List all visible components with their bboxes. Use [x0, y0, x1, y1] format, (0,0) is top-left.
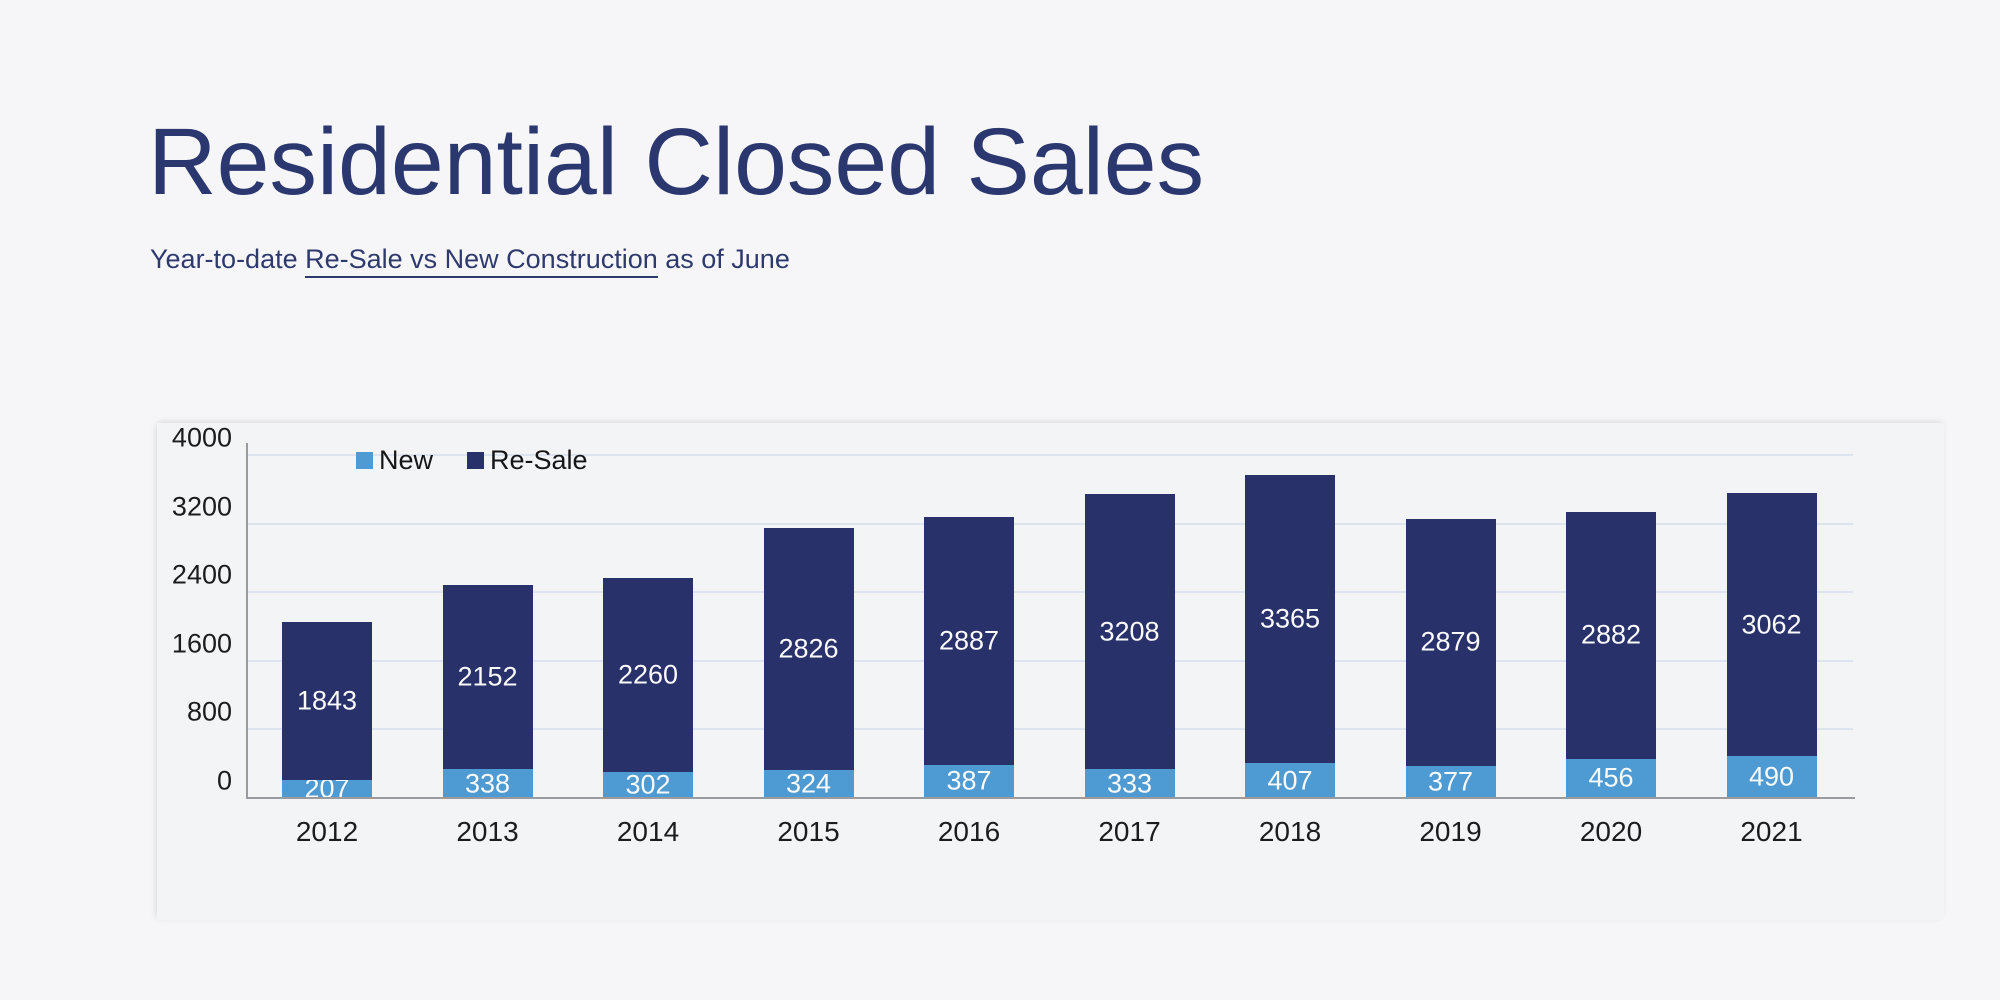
x-tick-label-2015: 2015: [777, 816, 840, 847]
legend-label-new: New: [379, 445, 434, 475]
bar-segment-re-sale-2019: 2879: [1405, 518, 1496, 766]
legend-label-re-sale: Re-Sale: [490, 445, 588, 475]
plot-area: 207 1843 338 2152 302 2260 324 2826 387 2887 333 32…: [247, 454, 1853, 804]
x-axis-line: [246, 797, 1855, 799]
bar-segment-new-2015: 324: [763, 768, 854, 799]
value-label-re-sale-2012: 1843: [296, 685, 358, 716]
legend-swatch-new: [356, 452, 373, 469]
value-label-new-2019: 377: [1427, 766, 1474, 797]
value-label-re-sale-2020: 2882: [1580, 619, 1642, 650]
y-tick-label-4000: 4000: [171, 422, 232, 453]
value-label-new-2015: 324: [785, 768, 832, 799]
subtitle-underlined-link[interactable]: Re-Sale vs New Construction: [305, 244, 658, 278]
x-tick-label-2012: 2012: [295, 816, 359, 847]
value-label-re-sale-2015: 2826: [778, 633, 839, 664]
y-tick-label-0: 0: [216, 765, 232, 796]
x-tick-label-2021: 2021: [1740, 816, 1803, 847]
value-label-new-2016: 387: [946, 765, 992, 796]
bar-2019: 377 2879: [1405, 455, 1496, 798]
gridline-3200: [247, 522, 1853, 525]
x-axis-category-labels: 2012 2013 2014 2015 2016 2017 2018 2019 2020 2021: [247, 816, 1853, 856]
y-tick-label-1600: 1600: [171, 628, 232, 659]
bar-segment-new-2019: 377: [1405, 765, 1496, 798]
value-label-re-sale-2017: 3208: [1099, 616, 1160, 647]
value-label-new-2013: 338: [464, 768, 511, 799]
x-tick-label-2013: 2013: [456, 816, 519, 847]
page-title: Residential Closed Sales: [148, 109, 1205, 215]
bar-2016: 387 2887: [924, 455, 1014, 798]
bar-2021: 490 3062: [1726, 455, 1817, 798]
x-tick-label-2018: 2018: [1258, 816, 1322, 847]
page-subtitle: Year-to-date Re-Sale vs New Construction…: [150, 244, 790, 278]
bar-2015: 324 2826: [763, 455, 854, 799]
bar-segment-re-sale-2013: 2152: [442, 584, 533, 770]
gridline-800: [247, 728, 1853, 731]
value-label-new-2017: 333: [1106, 768, 1153, 799]
x-tick-label-2016: 2016: [937, 816, 1001, 847]
bar-segment-new-2012: 207: [282, 774, 372, 804]
bar-segment-new-2013: 338: [442, 768, 533, 799]
value-label-new-2014: 302: [625, 769, 671, 800]
value-label-new-2018: 407: [1267, 765, 1313, 796]
value-label-re-sale-2014: 2260: [617, 659, 679, 690]
y-tick-label-800: 800: [186, 696, 232, 727]
x-tick-label-2017: 2017: [1098, 816, 1161, 847]
x-tick-label-2020: 2020: [1579, 816, 1643, 847]
bar-segment-re-sale-2014: 2260: [603, 578, 693, 773]
bar-segment-re-sale-2021: 3062: [1726, 493, 1817, 756]
bar-segment-new-2017: 333: [1084, 768, 1175, 799]
bar-2014: 302 2260: [603, 455, 693, 800]
chart-legend: New Re-Sale: [356, 445, 588, 476]
x-tick-label-2019: 2019: [1419, 816, 1482, 847]
bar-2013: 338 2152: [442, 455, 533, 799]
value-label-new-2021: 490: [1748, 761, 1795, 792]
legend-swatch-re-sale: [467, 452, 485, 469]
value-label-re-sale-2016: 2887: [938, 625, 1000, 656]
bar-segment-new-2021: 490: [1726, 755, 1817, 798]
bar-2018: 407 3365: [1245, 455, 1335, 798]
x-tick-label-2014: 2014: [616, 816, 680, 847]
value-label-new-2020: 456: [1588, 762, 1634, 793]
y-tick-label-2400: 2400: [171, 559, 232, 590]
legend-item-re-sale: Re-Sale: [467, 445, 588, 476]
value-label-re-sale-2021: 3062: [1741, 609, 1802, 640]
subtitle-prefix: Year-to-date: [150, 244, 306, 274]
subtitle-suffix: as of June: [657, 244, 790, 274]
bar-segment-new-2014: 302: [603, 769, 693, 800]
value-label-re-sale-2013: 2152: [457, 661, 518, 692]
gridline-2400: [247, 591, 1853, 594]
y-tick-label-3200: 3200: [171, 491, 232, 522]
bar-2020: 456 2882: [1566, 455, 1656, 798]
bar-segment-re-sale-2015: 2826: [763, 527, 854, 771]
bar-segment-re-sale-2012: 1843: [282, 622, 372, 781]
bar-segment-new-2016: 387: [924, 764, 1014, 798]
bar-2017: 333 3208: [1084, 455, 1175, 799]
bar-segment-re-sale-2018: 3365: [1245, 474, 1335, 764]
bar-segment-new-2018: 407: [1245, 763, 1335, 798]
gridline-4000: [247, 454, 1853, 456]
legend-item-new: New: [356, 445, 433, 476]
bar-segment-re-sale-2016: 2887: [924, 517, 1014, 765]
bar-segment-new-2020: 456: [1566, 758, 1656, 798]
bar-segment-re-sale-2020: 2882: [1566, 511, 1656, 759]
y-axis-line: [246, 443, 248, 799]
gridline-1600: [247, 659, 1853, 662]
y-axis-tick-labels: 0 800 1600 2400 3200 4000: [120, 423, 232, 798]
bar-2012: 207 1843: [282, 455, 372, 804]
value-label-re-sale-2019: 2879: [1420, 626, 1481, 657]
bar-segment-re-sale-2017: 3208: [1084, 494, 1175, 770]
value-label-re-sale-2018: 3365: [1259, 603, 1321, 634]
